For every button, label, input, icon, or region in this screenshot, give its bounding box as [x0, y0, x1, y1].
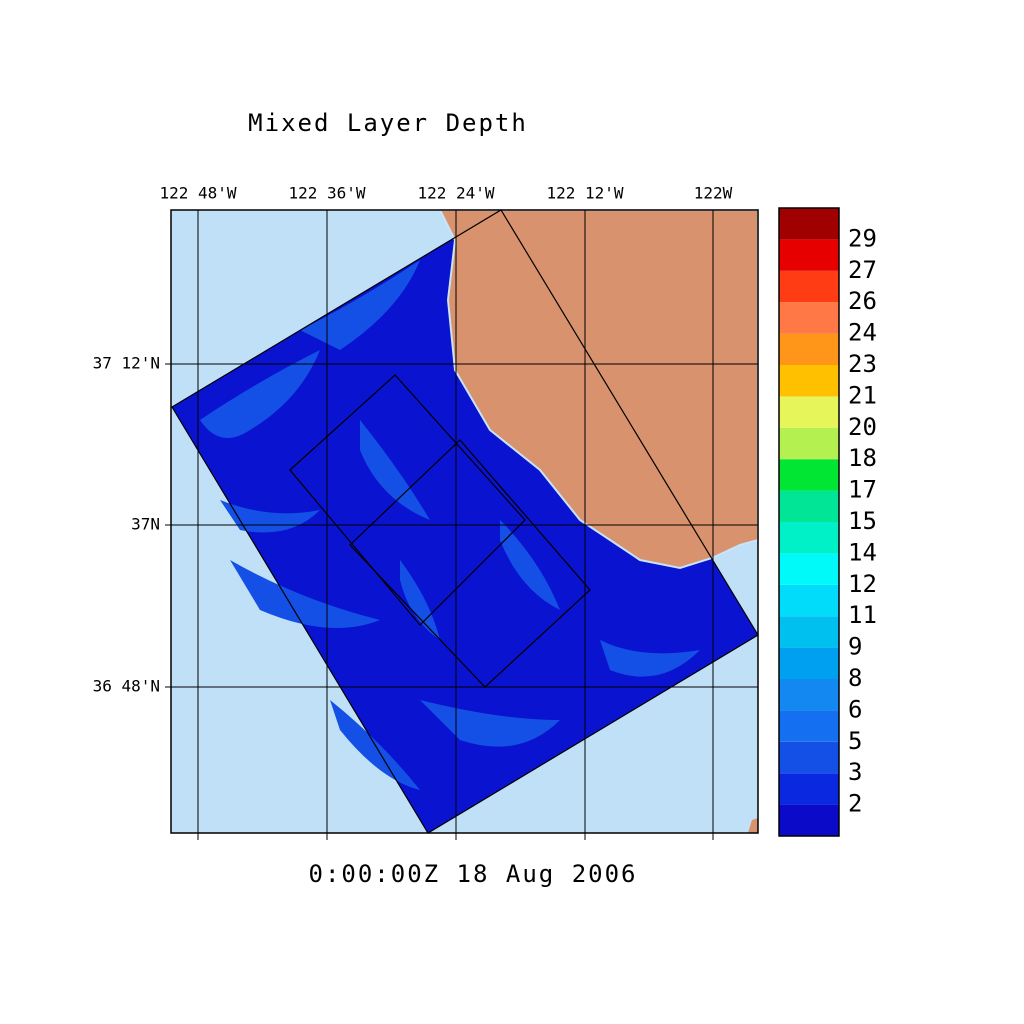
colorbar-label: 29 — [848, 224, 877, 252]
colorbar-label: 12 — [848, 570, 877, 598]
colorbar-label: 6 — [848, 695, 862, 723]
colorbar-box — [779, 679, 839, 711]
colorbar-label: 26 — [848, 287, 877, 315]
colorbar-label: 24 — [848, 319, 877, 347]
colorbar-label: 27 — [848, 256, 877, 284]
lon-label: 122 48'W — [159, 184, 236, 203]
colorbar-label: 21 — [848, 381, 877, 409]
colorbar-box — [779, 239, 839, 271]
model-domain — [172, 210, 758, 833]
colorbar-box — [779, 773, 839, 805]
lon-label: 122 12'W — [546, 184, 623, 203]
colorbar-box — [779, 396, 839, 428]
colorbar-label: 17 — [848, 476, 877, 504]
colorbar-label: 8 — [848, 664, 862, 692]
title: Mixed Layer Depth — [248, 109, 528, 137]
colorbar-label: 23 — [848, 350, 877, 378]
depth-patches — [200, 260, 700, 790]
lat-label: 37N — [131, 515, 160, 534]
map-frame — [170, 209, 759, 834]
lon-label: 122W — [694, 184, 733, 203]
time-label: 0:00:00Z 18 Aug 2006 — [309, 860, 638, 888]
colorbar-label: 20 — [848, 413, 877, 441]
lat-label: 37 12'N — [93, 354, 160, 373]
land — [438, 209, 759, 570]
colorbar-box — [779, 459, 839, 491]
lat-label: 36 48'N — [93, 677, 160, 696]
lon-label: 122 36'W — [288, 184, 365, 203]
colorbar-box — [779, 208, 839, 240]
colorbar-box — [779, 302, 839, 334]
colorbar-box — [779, 647, 839, 679]
colorbar-box — [779, 427, 839, 460]
colorbar-box — [779, 616, 839, 648]
colorbar-label: 3 — [848, 758, 862, 786]
colorbar-label: 9 — [848, 633, 862, 661]
colorbar-label: 2 — [848, 790, 862, 818]
colorbar-box — [779, 270, 839, 303]
colorbar-box — [779, 584, 839, 617]
colorbar-box — [779, 804, 839, 836]
lon-label: 122 24'W — [417, 184, 494, 203]
colorbar-label: 5 — [848, 727, 862, 755]
colorbar-box — [779, 365, 839, 397]
land — [748, 818, 758, 833]
colorbar-box — [779, 741, 839, 774]
colorbar-box — [779, 490, 839, 522]
colorbar-box — [779, 710, 839, 742]
colorbar-box — [779, 553, 839, 585]
colorbar-label: 18 — [848, 444, 877, 472]
colorbar-label: 15 — [848, 507, 877, 535]
colorbar-box — [779, 522, 839, 554]
colorbar-box — [779, 333, 839, 365]
graticule — [165, 210, 758, 840]
colorbar-frame — [778, 207, 840, 837]
colorbar-label: 11 — [848, 601, 877, 629]
colorbar-label: 14 — [848, 538, 877, 566]
